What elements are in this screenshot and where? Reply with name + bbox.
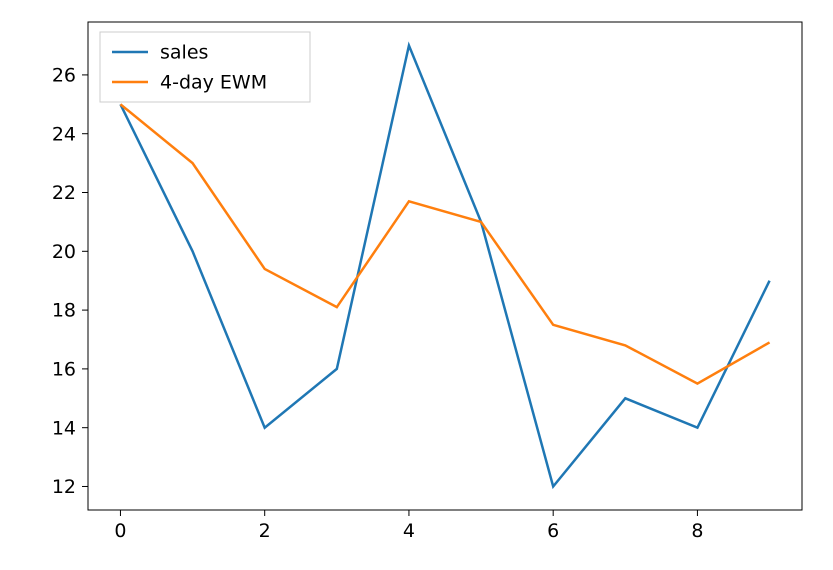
y-tick-label: 16 (52, 359, 76, 381)
x-tick-label: 2 (259, 520, 271, 542)
y-tick-label: 18 (52, 300, 76, 322)
series-sales (120, 46, 769, 487)
x-tick-label: 4 (403, 520, 415, 542)
y-tick-label: 26 (52, 65, 76, 87)
legend-label-ewm4: 4-day EWM (160, 72, 267, 94)
line-chart: 024681214161820222426sales4-day EWM (0, 0, 833, 570)
y-tick-label: 14 (52, 417, 76, 439)
y-tick-label: 22 (52, 182, 76, 204)
y-tick-label: 24 (52, 123, 76, 145)
y-tick-label: 20 (52, 241, 76, 263)
x-tick-label: 6 (547, 520, 559, 542)
x-tick-label: 0 (114, 520, 126, 542)
series-ewm4 (120, 104, 769, 383)
legend-label-sales: sales (160, 42, 208, 64)
x-tick-label: 8 (691, 520, 703, 542)
y-tick-label: 12 (52, 476, 76, 498)
